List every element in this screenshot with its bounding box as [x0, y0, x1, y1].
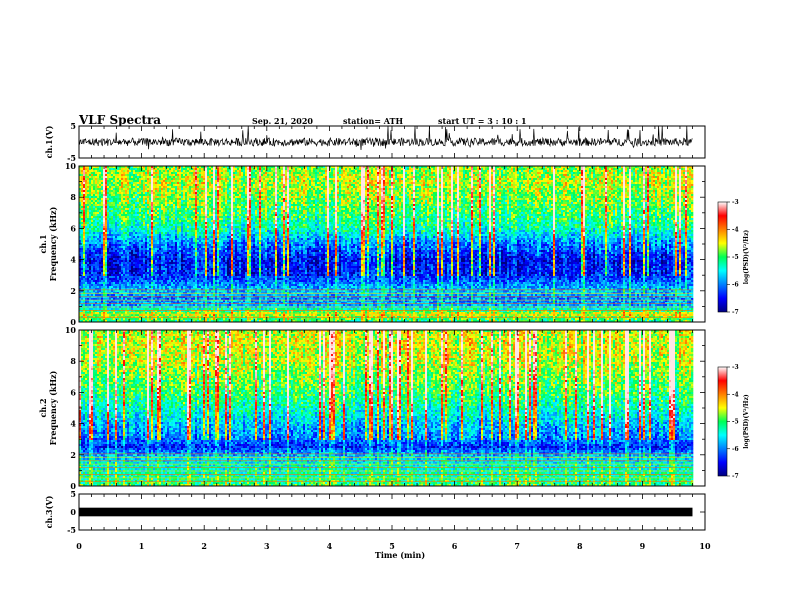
xtick-9: 9: [640, 541, 646, 551]
ytick-2-4: 8: [70, 356, 76, 366]
colorbar-1: [718, 202, 727, 312]
ylabel-2-0: ch.2: [38, 398, 48, 417]
ylabel-0-0: ch.1(V): [44, 125, 54, 158]
colorbar-2-tick-2: -5: [732, 419, 739, 426]
ch1-spectrogram-cells: [79, 166, 693, 322]
ytick-2-2: 4: [70, 419, 76, 429]
ytick-1-1: 2: [70, 286, 76, 296]
xtick-7: 7: [514, 541, 520, 551]
xtick-0: 0: [76, 541, 82, 551]
ylabel-1-1: Frequency (kHz): [48, 206, 58, 281]
ytick-3-0: 5: [70, 489, 76, 499]
ytick-1-2: 4: [70, 255, 76, 265]
colorbar-1-label: log(PSD)(V²/Hz): [743, 230, 750, 285]
ch1-waveform-line: [79, 126, 692, 150]
colorbar-2-label: log(PSD)(V²/Hz): [743, 394, 750, 449]
colorbar-2: [718, 367, 727, 476]
colorbar-1-tick-2: -5: [732, 254, 739, 261]
ch2-spectrogram-cells: [79, 330, 693, 486]
ytick-1-5: 10: [65, 161, 77, 171]
colorbar-2-tick-4: -7: [732, 473, 739, 480]
x-axis-label: Time (min): [375, 550, 425, 560]
ytick-2-1: 2: [70, 450, 76, 460]
colorbar-2-tick-1: -4: [732, 391, 739, 398]
xtick-10: 10: [699, 541, 711, 551]
ytick-1-4: 8: [70, 192, 76, 202]
ytick-3-1: 0: [70, 507, 76, 517]
ylabel-2-1: Frequency (kHz): [48, 370, 58, 445]
colorbar-2-tick-3: -6: [732, 446, 739, 453]
ylabel-3-0: ch.3(V): [44, 495, 54, 528]
ylabel-1-0: ch.1: [38, 234, 48, 253]
ytick-0-0: 5: [70, 121, 76, 131]
colorbar-1-tick-4: -7: [732, 309, 739, 316]
colorbar-1-tick-3: -6: [732, 282, 739, 289]
xtick-3: 3: [264, 541, 270, 551]
ytick-2-5: 10: [65, 325, 77, 335]
xtick-6: 6: [452, 541, 458, 551]
vlf-figure: 5-5ch.1(V)0246810ch.1 Frequency (kHz)0246…: [0, 0, 792, 612]
ytick-1-3: 6: [70, 223, 76, 233]
colorbar-1-tick-0: -3: [732, 199, 739, 206]
xtick-4: 4: [327, 541, 333, 551]
xtick-2: 2: [201, 541, 207, 551]
xtick-8: 8: [577, 541, 583, 551]
xtick-1: 1: [139, 541, 145, 551]
ytick-3-2: -5: [67, 525, 76, 535]
colorbar-1-tick-1: -4: [732, 227, 739, 234]
ytick-2-3: 6: [70, 387, 76, 397]
colorbar-2-tick-0: -3: [732, 364, 739, 371]
ch3-waveform-line: [79, 508, 692, 517]
